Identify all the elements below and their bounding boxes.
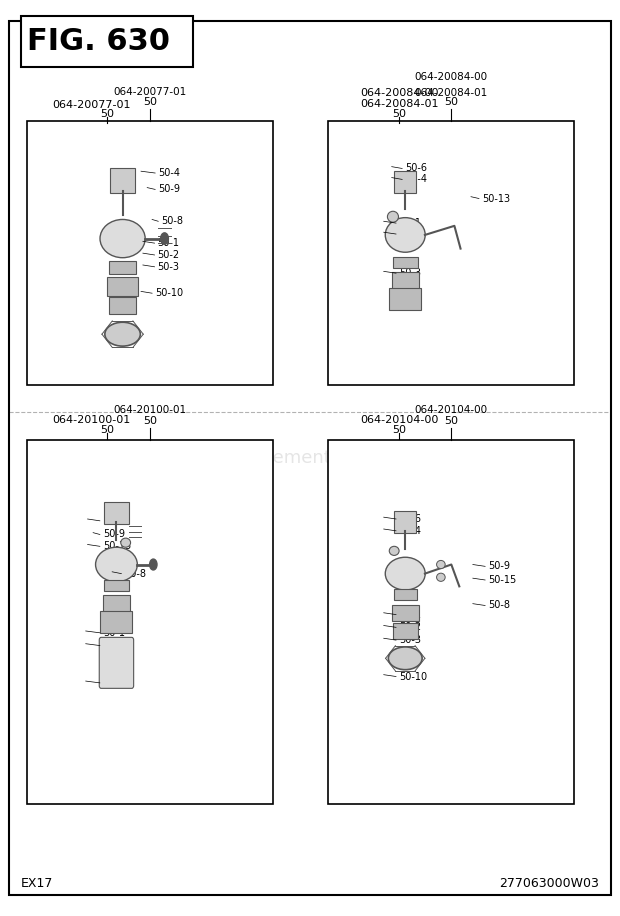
Text: 50: 50 <box>143 416 157 426</box>
Ellipse shape <box>100 220 145 257</box>
Text: 50-10: 50-10 <box>155 289 184 299</box>
Ellipse shape <box>385 218 425 252</box>
Text: eReplacementParts.com: eReplacementParts.com <box>200 449 420 467</box>
Text: 064-20084-00: 064-20084-00 <box>415 72 488 82</box>
Text: 064-20084-01: 064-20084-01 <box>415 88 488 98</box>
Text: 50-3: 50-3 <box>157 262 180 272</box>
FancyBboxPatch shape <box>9 21 611 895</box>
Ellipse shape <box>388 647 422 670</box>
Text: FIG. 630: FIG. 630 <box>27 27 171 56</box>
Text: 50: 50 <box>143 97 157 107</box>
Text: 50-4: 50-4 <box>399 526 421 536</box>
Ellipse shape <box>95 547 138 582</box>
Circle shape <box>149 559 157 570</box>
Text: 50-8: 50-8 <box>125 569 146 579</box>
Text: 50-3: 50-3 <box>399 268 421 278</box>
Text: 50-2: 50-2 <box>399 229 421 239</box>
FancyBboxPatch shape <box>21 16 193 67</box>
Ellipse shape <box>436 561 445 569</box>
Text: 064-20100-01: 064-20100-01 <box>53 415 131 425</box>
Text: 50-13: 50-13 <box>482 193 510 203</box>
Text: 50-8: 50-8 <box>488 601 510 610</box>
Text: 50-9: 50-9 <box>103 529 125 540</box>
Text: 50-15: 50-15 <box>103 541 131 551</box>
FancyBboxPatch shape <box>109 261 136 274</box>
Text: 50-9: 50-9 <box>488 562 510 572</box>
Ellipse shape <box>385 557 425 590</box>
Text: 50-3: 50-3 <box>103 678 125 688</box>
Text: 50-4: 50-4 <box>158 168 180 178</box>
FancyBboxPatch shape <box>103 595 130 612</box>
Text: 064-20077-01: 064-20077-01 <box>53 101 131 111</box>
Text: 50-1: 50-1 <box>157 238 180 248</box>
Text: 50: 50 <box>392 425 406 435</box>
FancyBboxPatch shape <box>392 272 419 289</box>
Text: 50: 50 <box>445 416 458 426</box>
Text: 50-15: 50-15 <box>488 575 516 585</box>
FancyBboxPatch shape <box>329 121 574 385</box>
FancyBboxPatch shape <box>109 298 136 313</box>
Text: 50-1: 50-1 <box>399 609 421 619</box>
Text: 50-8: 50-8 <box>161 216 184 226</box>
Text: 50-6: 50-6 <box>405 163 427 173</box>
Text: 064-20104-00: 064-20104-00 <box>360 415 438 425</box>
Text: 064-20104-00: 064-20104-00 <box>415 405 488 415</box>
Text: 277063000W03: 277063000W03 <box>499 878 599 890</box>
Ellipse shape <box>121 538 131 547</box>
FancyBboxPatch shape <box>393 256 417 267</box>
Ellipse shape <box>388 212 399 223</box>
Text: 50-2: 50-2 <box>103 640 125 650</box>
Text: 50-2: 50-2 <box>399 622 421 632</box>
FancyBboxPatch shape <box>394 589 417 600</box>
Text: 064-20084-00: 064-20084-00 <box>360 88 438 98</box>
FancyBboxPatch shape <box>100 611 133 633</box>
Ellipse shape <box>436 573 445 582</box>
Text: 50: 50 <box>445 97 458 107</box>
Text: 50: 50 <box>100 425 114 435</box>
FancyBboxPatch shape <box>107 277 138 296</box>
Text: 50: 50 <box>392 109 406 118</box>
FancyBboxPatch shape <box>393 623 417 638</box>
Text: 50-2: 50-2 <box>157 250 180 260</box>
FancyBboxPatch shape <box>329 440 574 804</box>
Text: 064-20100-01: 064-20100-01 <box>113 405 187 415</box>
FancyBboxPatch shape <box>104 580 129 591</box>
Text: 064-20084-01: 064-20084-01 <box>360 99 438 109</box>
Circle shape <box>161 233 169 245</box>
FancyBboxPatch shape <box>394 511 416 533</box>
Text: EX17: EX17 <box>21 878 53 890</box>
Ellipse shape <box>389 546 399 555</box>
Text: 50-1: 50-1 <box>399 218 421 228</box>
Text: 50-10: 50-10 <box>399 671 427 682</box>
FancyBboxPatch shape <box>389 288 421 310</box>
FancyBboxPatch shape <box>27 121 273 385</box>
Ellipse shape <box>105 322 140 346</box>
FancyBboxPatch shape <box>394 171 416 193</box>
FancyBboxPatch shape <box>99 638 134 688</box>
FancyBboxPatch shape <box>104 502 129 524</box>
Text: 50-9: 50-9 <box>158 184 180 194</box>
Text: 50: 50 <box>100 110 114 119</box>
FancyBboxPatch shape <box>110 168 135 192</box>
Text: 50-3: 50-3 <box>399 635 421 645</box>
FancyBboxPatch shape <box>27 440 273 804</box>
Text: 50-6: 50-6 <box>399 514 421 524</box>
Text: 50-4: 50-4 <box>103 516 125 526</box>
Text: 50-1: 50-1 <box>103 627 125 638</box>
Text: 064-20077-01: 064-20077-01 <box>113 86 187 96</box>
Text: 50-4: 50-4 <box>405 174 427 184</box>
FancyBboxPatch shape <box>392 605 419 621</box>
